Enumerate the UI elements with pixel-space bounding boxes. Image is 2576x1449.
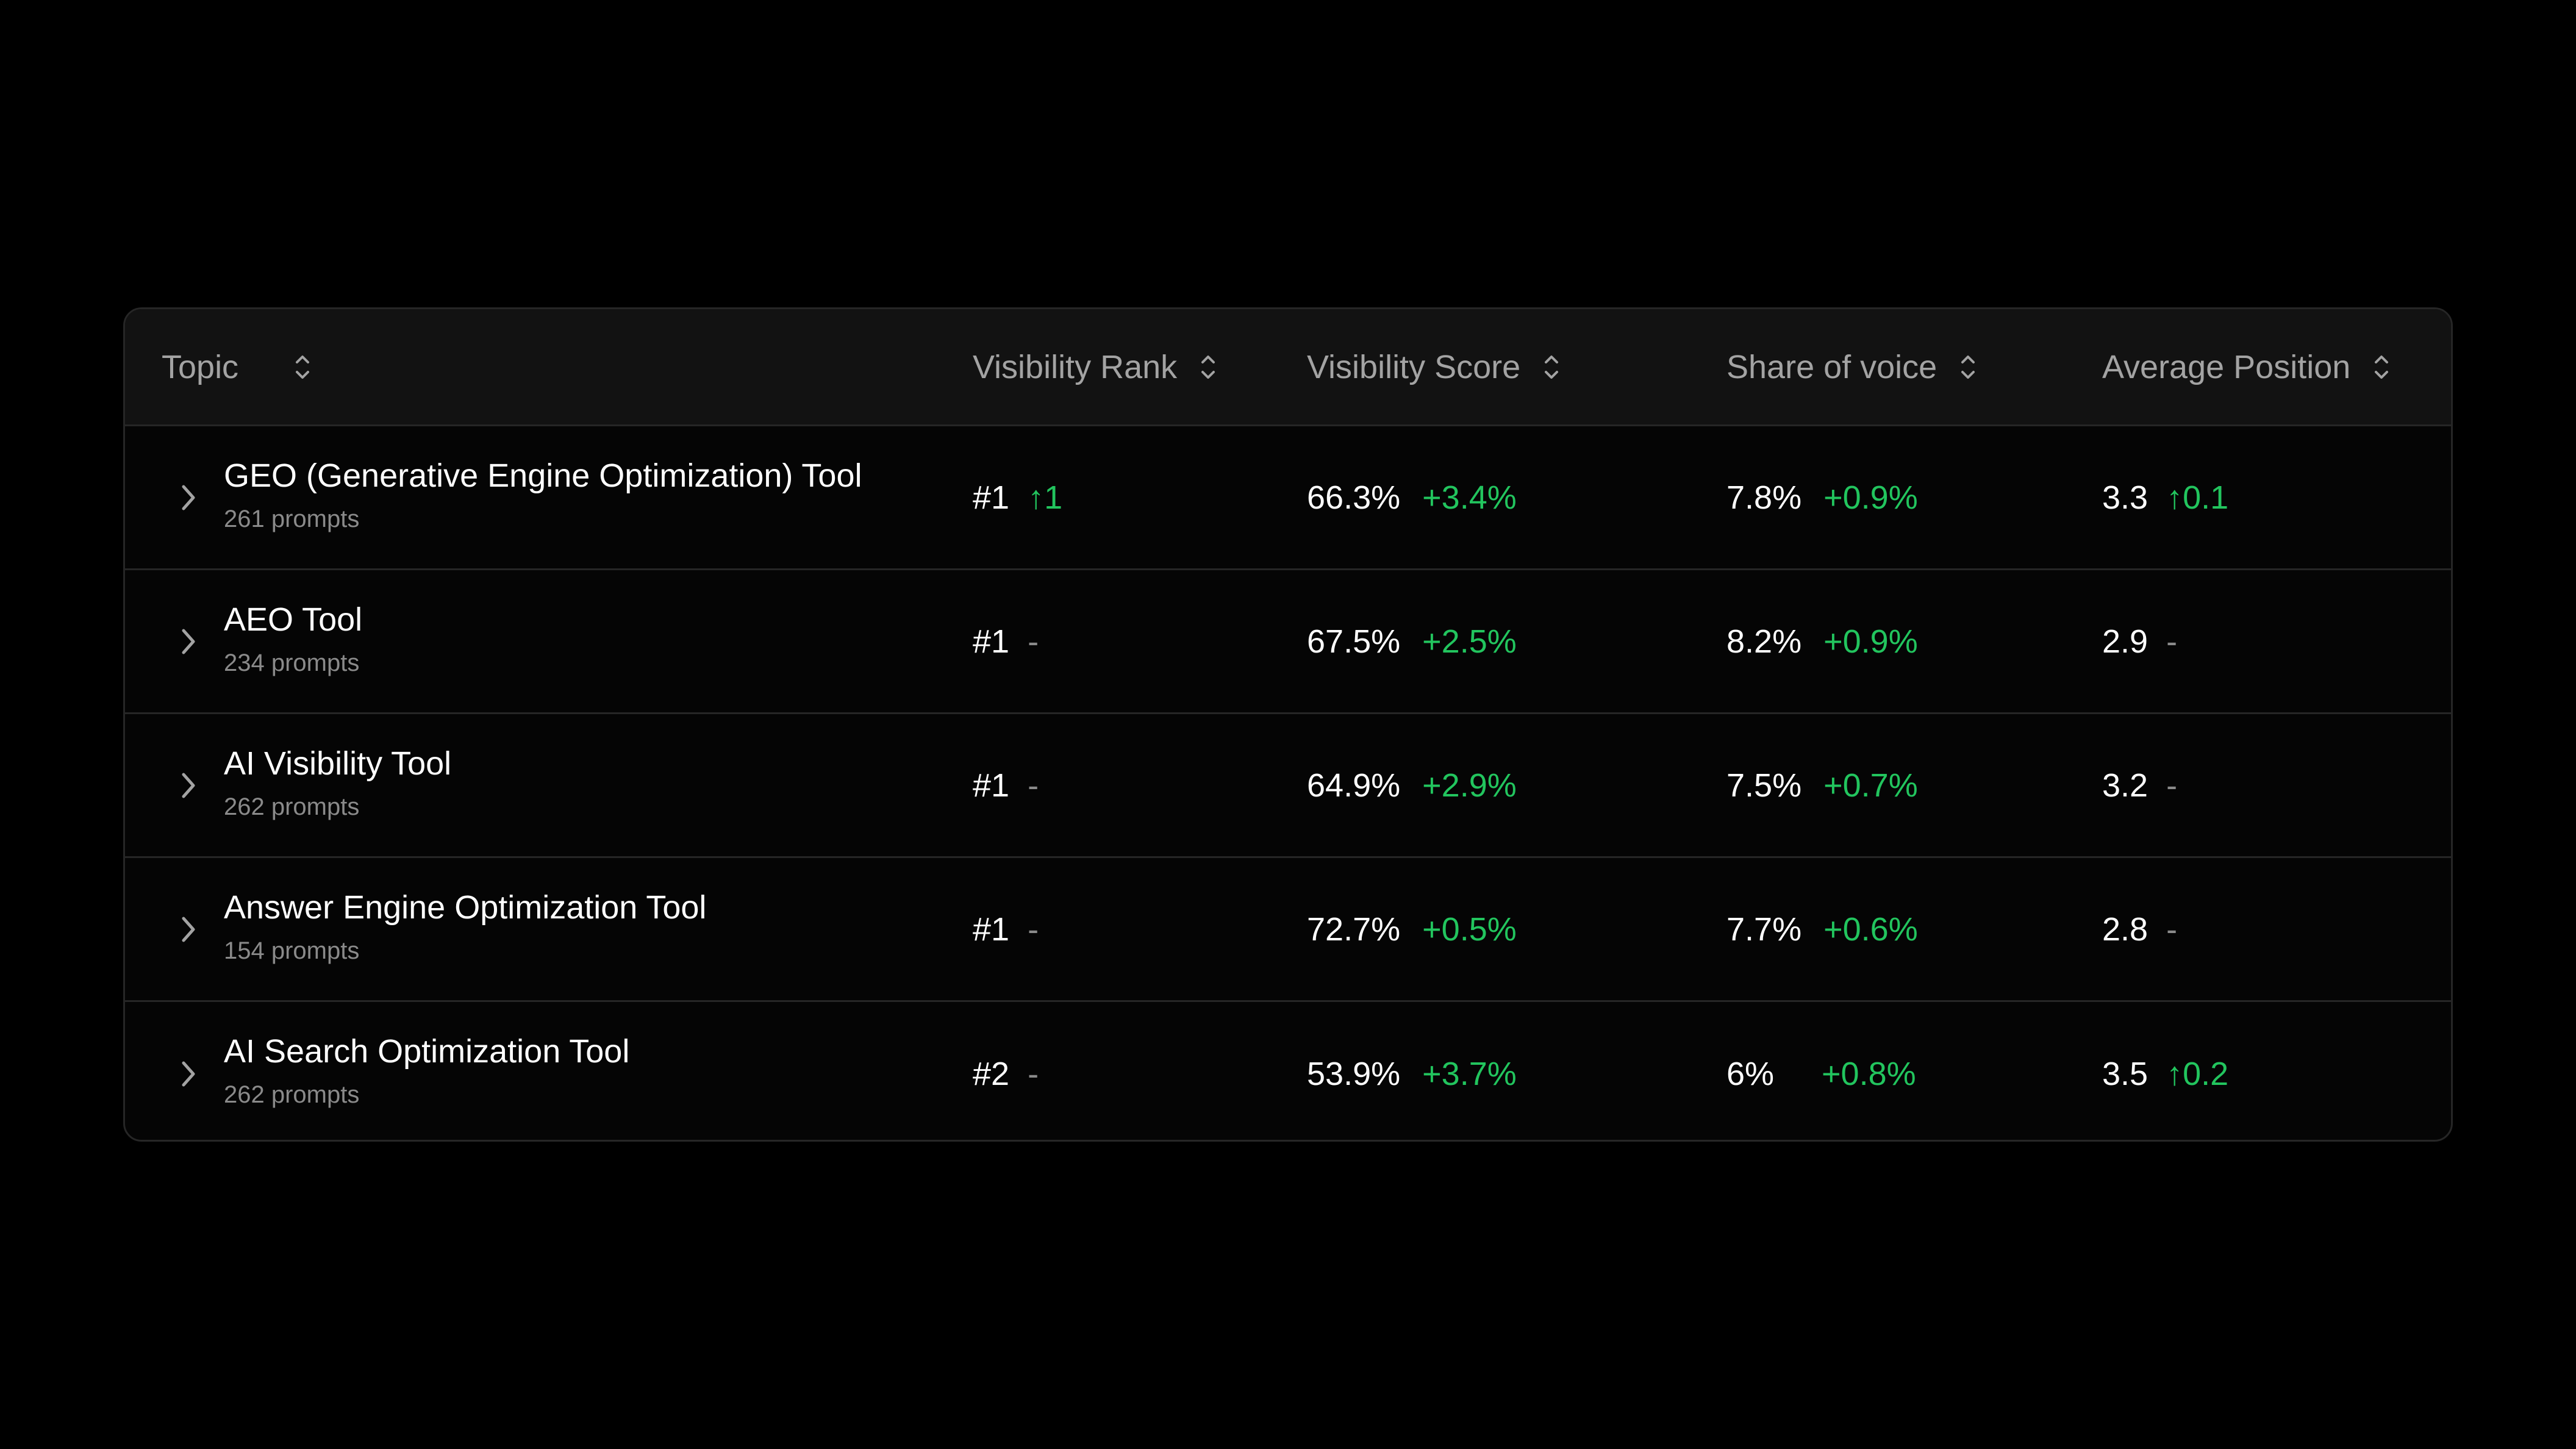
topic-name: AI Search Optimization Tool	[224, 1033, 630, 1070]
average-position-value: 2.8	[2102, 911, 2148, 948]
table-row[interactable]: AEO Tool 234 prompts #1 - 67.5% +2.5% 8.…	[125, 570, 2451, 714]
table-row[interactable]: GEO (Generative Engine Optimization) Too…	[125, 426, 2451, 570]
average-position-cell: 2.8 -	[2102, 858, 2177, 1000]
visibility-score-value: 67.5%	[1307, 623, 1401, 660]
sort-updown-icon[interactable]	[293, 351, 312, 384]
visibility-rank-cell: #1 -	[973, 570, 1039, 712]
sort-updown-icon[interactable]	[1959, 351, 1977, 384]
visibility-score-delta: +0.5%	[1422, 911, 1517, 948]
share-of-voice-value: 8.2%	[1726, 623, 1802, 660]
table-row[interactable]: Answer Engine Optimization Tool 154 prom…	[125, 858, 2451, 1002]
column-header-visibility-score[interactable]: Visibility Score	[1307, 309, 1561, 424]
table-header: Topic Visibility Rank Visibility Score S…	[125, 309, 2451, 426]
topic-name: GEO (Generative Engine Optimization) Too…	[224, 457, 862, 494]
average-position-value: 3.2	[2102, 767, 2148, 804]
visibility-score-value: 64.9%	[1307, 767, 1401, 804]
sort-updown-icon[interactable]	[1199, 351, 1217, 384]
average-position-delta: -	[2166, 911, 2178, 948]
average-position-value: 3.3	[2102, 479, 2148, 516]
visibility-score-value: 72.7%	[1307, 911, 1401, 948]
topic-prompt-count: 234 prompts	[224, 649, 360, 676]
visibility-rank-value: #1	[973, 479, 1010, 516]
visibility-rank-cell: #1 -	[973, 858, 1039, 1000]
average-position-delta: ↑0.2	[2166, 1056, 2229, 1092]
chevron-right-icon[interactable]	[176, 914, 201, 945]
topic-prompt-count: 262 prompts	[224, 1081, 360, 1108]
chevron-right-icon[interactable]	[176, 1058, 201, 1090]
visibility-score-value: 66.3%	[1307, 479, 1401, 516]
visibility-rank-cell: #1 -	[973, 714, 1039, 856]
topic-name: Answer Engine Optimization Tool	[224, 889, 707, 926]
average-position-cell: 2.9 -	[2102, 570, 2177, 712]
visibility-rank-delta: -	[1028, 623, 1039, 660]
share-of-voice-value: 7.5%	[1726, 767, 1802, 804]
share-of-voice-delta: +0.9%	[1823, 479, 1918, 516]
average-position-value: 2.9	[2102, 623, 2148, 660]
visibility-rank-delta: -	[1028, 911, 1039, 948]
column-header-visibility-rank[interactable]: Visibility Rank	[973, 309, 1217, 424]
visibility-rank-delta: -	[1028, 1056, 1039, 1092]
chevron-right-icon[interactable]	[176, 482, 201, 513]
visibility-score-cell: 72.7% +0.5%	[1307, 858, 1517, 1000]
average-position-cell: 3.5 ↑0.2	[2102, 1002, 2229, 1140]
visibility-rank-cell: #1 ↑1	[973, 426, 1062, 568]
visibility-score-cell: 64.9% +2.9%	[1307, 714, 1517, 856]
table-row[interactable]: AI Visibility Tool 262 prompts #1 - 64.9…	[125, 714, 2451, 858]
topic-name: AEO Tool	[224, 601, 363, 638]
share-of-voice-value: 7.7%	[1726, 911, 1802, 948]
visibility-score-cell: 66.3% +3.4%	[1307, 426, 1517, 568]
topic-name: AI Visibility Tool	[224, 745, 452, 782]
column-header-visibility-rank-label: Visibility Rank	[973, 348, 1178, 385]
share-of-voice-delta: +0.6%	[1823, 911, 1918, 948]
average-position-delta: ↑0.1	[2166, 479, 2229, 516]
visibility-rank-delta: -	[1028, 767, 1039, 804]
share-of-voice-cell: 7.5% +0.7%	[1726, 714, 1918, 856]
visibility-score-delta: +2.9%	[1422, 767, 1517, 804]
average-position-value: 3.5	[2102, 1056, 2148, 1092]
column-header-visibility-score-label: Visibility Score	[1307, 348, 1521, 385]
share-of-voice-value: 7.8%	[1726, 479, 1802, 516]
visibility-score-delta: +3.7%	[1422, 1056, 1517, 1092]
average-position-cell: 3.2 -	[2102, 714, 2177, 856]
visibility-score-cell: 67.5% +2.5%	[1307, 570, 1517, 712]
share-of-voice-value: 6%	[1726, 1056, 1775, 1092]
share-of-voice-cell: 6% +0.8%	[1726, 1002, 1916, 1140]
column-header-average-position-label: Average Position	[2102, 348, 2351, 385]
share-of-voice-delta: +0.8%	[1822, 1056, 1916, 1092]
visibility-score-value: 53.9%	[1307, 1056, 1401, 1092]
share-of-voice-cell: 7.8% +0.9%	[1726, 426, 1918, 568]
visibility-rank-cell: #2 -	[973, 1002, 1039, 1140]
average-position-delta: -	[2166, 623, 2178, 660]
visibility-rank-value: #1	[973, 911, 1010, 948]
chevron-right-icon[interactable]	[176, 770, 201, 801]
visibility-rank-value: #2	[973, 1056, 1010, 1092]
column-header-average-position[interactable]: Average Position	[2102, 309, 2391, 424]
topic-prompt-count: 261 prompts	[224, 506, 360, 532]
average-position-cell: 3.3 ↑0.1	[2102, 426, 2228, 568]
visibility-rank-value: #1	[973, 623, 1010, 660]
visibility-rank-delta: ↑1	[1028, 479, 1063, 516]
table-row[interactable]: AI Search Optimization Tool 262 prompts …	[125, 1002, 2451, 1140]
share-of-voice-cell: 7.7% +0.6%	[1726, 858, 1918, 1000]
topic-prompt-count: 262 prompts	[224, 793, 360, 820]
share-of-voice-cell: 8.2% +0.9%	[1726, 570, 1918, 712]
column-header-topic[interactable]: Topic	[162, 309, 312, 424]
average-position-delta: -	[2166, 767, 2178, 804]
topic-prompt-count: 154 prompts	[224, 937, 360, 964]
share-of-voice-delta: +0.7%	[1823, 767, 1918, 804]
sort-updown-icon[interactable]	[1542, 351, 1561, 384]
topics-table: Topic Visibility Rank Visibility Score S…	[123, 307, 2453, 1142]
sort-updown-icon[interactable]	[2372, 351, 2391, 384]
column-header-topic-label: Topic	[162, 348, 239, 385]
column-header-share-of-voice[interactable]: Share of voice	[1726, 309, 1977, 424]
column-header-share-of-voice-label: Share of voice	[1726, 348, 1937, 385]
chevron-right-icon[interactable]	[176, 626, 201, 657]
visibility-score-cell: 53.9% +3.7%	[1307, 1002, 1517, 1140]
visibility-rank-value: #1	[973, 767, 1010, 804]
visibility-score-delta: +3.4%	[1422, 479, 1517, 516]
share-of-voice-delta: +0.9%	[1823, 623, 1918, 660]
visibility-score-delta: +2.5%	[1422, 623, 1517, 660]
